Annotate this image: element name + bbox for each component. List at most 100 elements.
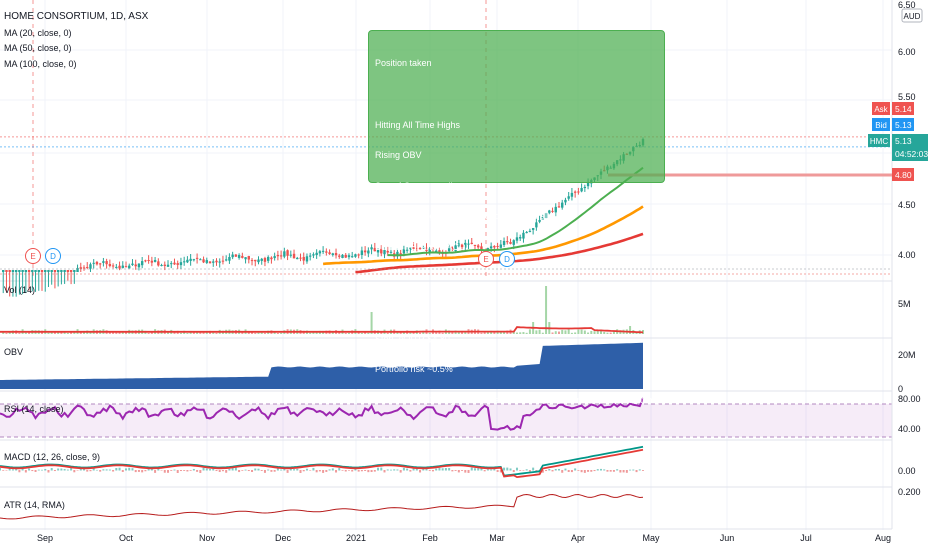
candle-body [150, 260, 154, 263]
ma50-legend[interactable]: MA (50, close, 0) [4, 43, 72, 53]
macd-histogram-bar [548, 469, 551, 471]
volume-bar [596, 330, 599, 334]
macd-histogram-bar [528, 470, 531, 472]
candle-body [215, 260, 218, 263]
volume-bar [273, 332, 276, 334]
rsi-pane-title[interactable]: RSI (14, close) [4, 404, 64, 414]
volume-bar [441, 332, 444, 334]
macd-histogram-bar [289, 468, 292, 471]
macd-histogram-bar [225, 470, 228, 473]
time-tick-feb: Feb [422, 533, 438, 543]
volume-bar [402, 332, 405, 334]
macd-histogram-bar [221, 470, 224, 472]
macd-histogram-bar [50, 468, 53, 471]
time-tick-nov: Nov [199, 533, 216, 543]
dividend-marker-2[interactable]: D [499, 251, 515, 267]
macd-histogram-bar [383, 470, 386, 473]
ma100-legend[interactable]: MA (100, close, 0) [4, 59, 77, 69]
candle-body [244, 257, 247, 260]
time-tick-may: May [642, 533, 660, 543]
macd-histogram-bar [357, 470, 360, 472]
candle-body [425, 247, 428, 251]
macd-histogram-bar [302, 470, 305, 472]
candle-body [189, 258, 192, 261]
price-tick-550: 5.50 [898, 92, 916, 102]
volume-bar [541, 332, 544, 334]
macd-histogram-bar [545, 470, 548, 472]
candle-body [386, 250, 389, 253]
candle-body [480, 246, 483, 250]
candle-body [551, 210, 554, 212]
volume-bar [241, 331, 244, 334]
volume-bar [386, 332, 389, 334]
earnings-marker-2[interactable]: E [478, 251, 494, 267]
currency-badge[interactable]: AUD [901, 8, 923, 23]
macd-histogram-bar [202, 467, 205, 471]
price-axis[interactable]: 6.50 AUD 6.00 5.50 4.50 4.00 [898, 0, 923, 260]
obv-tick-0: 0 [898, 384, 903, 394]
candle-body [218, 261, 221, 263]
macd-histogram-bar [134, 470, 137, 473]
macd-histogram-bar [192, 468, 195, 471]
volume-bar [512, 331, 515, 334]
volume-bar [263, 332, 266, 334]
macd-histogram-bar [147, 469, 150, 471]
candle-body [367, 250, 370, 254]
dividend-marker-1[interactable]: D [45, 248, 61, 264]
ma20-legend[interactable]: MA (20, close, 0) [4, 28, 72, 38]
candle-body [302, 256, 305, 261]
candle-body [431, 248, 435, 250]
note-line: Moving Averages steadily trending up par… [375, 211, 556, 222]
macd-histogram-bar [318, 470, 321, 472]
volume-pane-title[interactable]: Vol (14) [4, 285, 35, 295]
macd-histogram-bar [351, 470, 354, 472]
candle-body [460, 243, 464, 248]
macd-histogram-bar [141, 470, 144, 473]
candle-body [111, 265, 115, 267]
macd-histogram-bar [53, 470, 56, 472]
trade-note[interactable]: Position taken Hitting All Time Highs Ri… [368, 30, 684, 405]
macd-pane-title[interactable]: MACD (12, 26, close, 9) [4, 452, 100, 462]
candle-body [40, 270, 44, 272]
volume-bar [370, 312, 373, 334]
volume-bar [215, 332, 218, 334]
ma100-line [355, 232, 644, 274]
macd-histogram-bar [642, 470, 644, 471]
candle-body [118, 265, 121, 269]
macd-histogram-bar [108, 469, 111, 471]
macd-histogram-bar [260, 470, 263, 471]
volume-bar [493, 332, 496, 334]
volume-bar [364, 332, 367, 334]
macd-histogram-bar [125, 468, 128, 471]
volume-bar [629, 326, 632, 334]
atr-pane-title[interactable]: ATR (14, RMA) [4, 500, 65, 510]
candle-body [279, 255, 283, 257]
obv-pane-title[interactable]: OBV [4, 347, 23, 357]
volume-bar [47, 332, 50, 334]
volume-bar [599, 330, 602, 334]
macd-histogram-bar [519, 470, 522, 471]
candle-body [541, 216, 545, 220]
candle-body [338, 255, 341, 257]
time-axis[interactable]: Sep Oct Nov Dec 2021 Feb Mar Apr May Jun… [37, 533, 891, 543]
macd-histogram-bar [612, 470, 615, 472]
volume-bar [499, 332, 502, 334]
rsi-line [0, 397, 644, 431]
stop-price-tag: 4.80 [892, 168, 914, 181]
macd-histogram-bar [515, 467, 518, 471]
time-tick-sep: Sep [37, 533, 53, 543]
volume-bar [173, 331, 176, 334]
volume-bar [8, 332, 11, 334]
macd-histogram-bar [160, 470, 163, 471]
candle-body [454, 245, 457, 252]
note-line: Rising OBV [375, 150, 422, 161]
candle-body [506, 241, 509, 243]
candle-body [544, 213, 548, 219]
macd-histogram-bar [616, 469, 619, 471]
candle-body [528, 230, 532, 232]
volume-bar [28, 332, 31, 334]
macd-histogram-bar [503, 467, 506, 471]
earnings-marker-1[interactable]: E [25, 248, 41, 264]
candle-body [31, 270, 34, 272]
macd-histogram-bar [176, 470, 179, 473]
